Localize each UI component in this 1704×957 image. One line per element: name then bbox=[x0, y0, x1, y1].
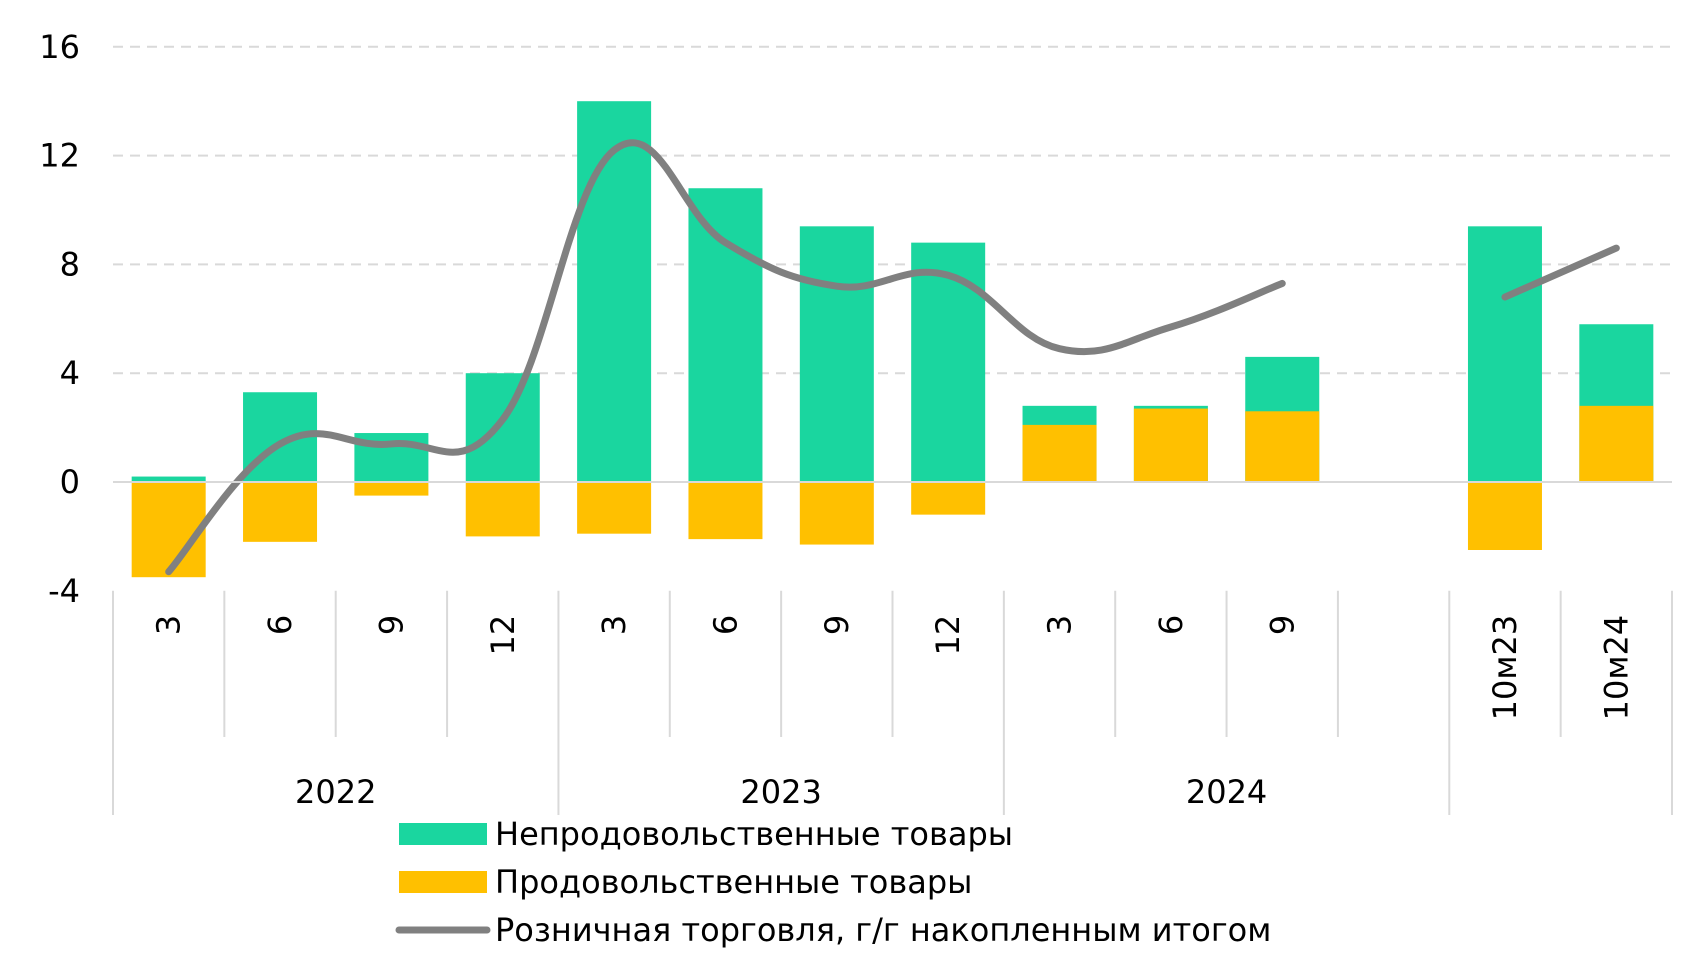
bar-nonfood bbox=[577, 101, 652, 482]
bar-food bbox=[1579, 405, 1654, 482]
bars bbox=[131, 101, 1654, 578]
x-tick-label: 12 bbox=[929, 615, 967, 656]
bar-food bbox=[1245, 411, 1320, 482]
total-line bbox=[165, 139, 1620, 576]
x-tick-label: 6 bbox=[706, 615, 744, 635]
bar-nonfood bbox=[465, 373, 540, 482]
y-tick-label: -4 bbox=[48, 572, 80, 610]
bar-food bbox=[465, 482, 540, 537]
bar-food bbox=[1022, 424, 1097, 482]
bar-food bbox=[1133, 408, 1208, 482]
bar-food bbox=[243, 482, 318, 542]
y-tick-label: 8 bbox=[60, 245, 80, 283]
y-tick-label: 4 bbox=[60, 354, 80, 392]
x-tick-label: 3 bbox=[595, 615, 633, 635]
y-tick-label: 12 bbox=[39, 137, 80, 175]
y-tick-label: 0 bbox=[60, 463, 80, 501]
x-tick-label: 3 bbox=[150, 615, 188, 635]
x-tick-label: 3 bbox=[1041, 615, 1079, 635]
bar-food bbox=[354, 482, 429, 496]
legend-swatch bbox=[399, 823, 487, 845]
bar-food bbox=[131, 482, 206, 578]
bar-nonfood bbox=[799, 226, 874, 482]
legend-label: Непродовольственные товары bbox=[495, 815, 1013, 853]
x-group-label: 2023 bbox=[740, 773, 821, 811]
x-axis: 3 6 9 12 3 6 9 12 3 6 9 10м23 10м24 2022 2023 2024 bbox=[112, 481, 1673, 815]
line-retail-total bbox=[165, 139, 1286, 576]
gridlines bbox=[113, 45, 1672, 375]
bar-food bbox=[911, 482, 986, 515]
bar-food bbox=[577, 482, 652, 534]
x-tick-label: 10м23 bbox=[1486, 615, 1524, 721]
bar-nonfood bbox=[1467, 226, 1542, 482]
x-tick-label: 9 bbox=[1263, 615, 1301, 635]
bar-nonfood bbox=[131, 476, 206, 482]
legend: Непродовольственные товары Продовольствен… bbox=[395, 815, 1271, 949]
bar-nonfood bbox=[688, 188, 763, 483]
x-tick-label: 6 bbox=[1152, 615, 1190, 635]
x-tick-label: 6 bbox=[261, 615, 299, 635]
y-axis-ticks: -4 0 4 8 12 16 bbox=[39, 28, 80, 610]
x-tick-label: 12 bbox=[484, 615, 522, 656]
bar-food bbox=[688, 482, 763, 540]
x-group-label: 2022 bbox=[295, 773, 376, 811]
bar-food bbox=[1467, 482, 1542, 550]
legend-label: Розничная торговля, г/г накопленным итог… bbox=[495, 911, 1271, 949]
y-tick-label: 16 bbox=[39, 28, 80, 66]
x-group-label: 2024 bbox=[1186, 773, 1267, 811]
x-tick-label: 9 bbox=[818, 615, 856, 635]
x-tick-label: 9 bbox=[372, 615, 410, 635]
x-tick-label: 10м24 bbox=[1597, 615, 1635, 721]
bar-nonfood bbox=[911, 242, 986, 482]
legend-label: Продовольственные товары bbox=[495, 863, 972, 901]
line-retail-total bbox=[1501, 244, 1620, 301]
legend-swatch bbox=[399, 871, 487, 893]
bar-food bbox=[799, 482, 874, 545]
